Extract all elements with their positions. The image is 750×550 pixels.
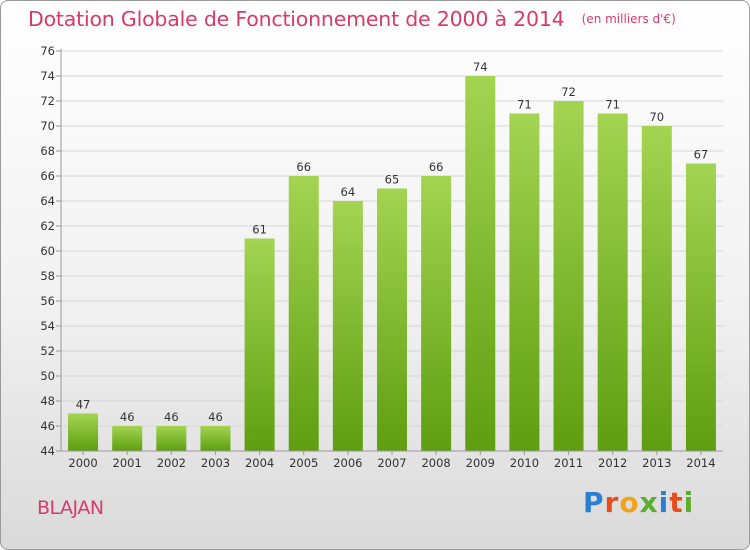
bar-value-label: 67 xyxy=(694,148,709,162)
bar-2013 xyxy=(641,126,672,451)
x-tick-label: 2013 xyxy=(642,456,671,470)
bars-layer xyxy=(68,76,716,451)
x-tick-label: 2012 xyxy=(598,456,627,470)
title-row: Dotation Globale de Fonctionnement de 20… xyxy=(28,7,676,31)
y-tick-label: 44 xyxy=(40,444,55,458)
unit-label: (en milliers d'€) xyxy=(581,12,676,26)
logo-letter: o xyxy=(619,486,640,519)
x-tick-label: 2000 xyxy=(68,456,97,470)
x-tick-label: 2004 xyxy=(245,456,274,470)
bar-2003 xyxy=(200,426,231,451)
bar-value-label: 47 xyxy=(76,398,91,412)
bar-value-label: 46 xyxy=(120,410,135,424)
y-tick-label: 46 xyxy=(40,419,55,433)
bar-2007 xyxy=(376,188,408,451)
y-tick-label: 58 xyxy=(40,269,55,283)
bar-2006 xyxy=(332,201,363,451)
y-tick-label: 74 xyxy=(40,69,55,83)
x-tick-label: 2007 xyxy=(377,456,406,470)
y-tick-label: 76 xyxy=(40,44,55,58)
bar-value-label: 66 xyxy=(296,160,311,174)
bar-2004 xyxy=(244,238,275,451)
bar-2000 xyxy=(68,413,99,451)
bar-2001 xyxy=(112,426,143,451)
bar-value-label: 74 xyxy=(473,60,488,74)
bar-2008 xyxy=(421,176,452,451)
y-tick-label: 62 xyxy=(40,219,55,233)
y-tick-label: 72 xyxy=(40,94,55,108)
bar-2010 xyxy=(509,113,540,451)
bar-value-label: 70 xyxy=(649,110,664,124)
bar-2005 xyxy=(288,176,319,451)
bar-value-label: 66 xyxy=(429,160,444,174)
logo-letter: i xyxy=(658,486,670,519)
x-tick-label: 2002 xyxy=(157,456,186,470)
y-tick-label: 60 xyxy=(40,244,55,258)
x-tick-label: 2009 xyxy=(466,456,495,470)
y-tick-label: 52 xyxy=(40,344,55,358)
bar-value-label: 65 xyxy=(385,173,400,187)
x-tick-label: 2011 xyxy=(554,456,583,470)
bar-value-label: 46 xyxy=(208,410,223,424)
bar-value-label: 46 xyxy=(164,410,179,424)
bar-value-label: 64 xyxy=(341,185,356,199)
x-tick-label: 2001 xyxy=(113,456,142,470)
commune-name: BLAJAN xyxy=(37,497,104,519)
axis-layer: 44 46 48 50 52 54 56 58 60 62 64 66 68 70 72 74 76 2000 20… xyxy=(40,44,723,470)
bar-value-label: 61 xyxy=(252,223,267,237)
y-tick-label: 48 xyxy=(40,394,55,408)
bar-value-label: 71 xyxy=(605,98,620,112)
bar-2002 xyxy=(156,426,187,451)
bar-value-label: 72 xyxy=(561,85,576,99)
y-tick-label: 50 xyxy=(40,369,55,383)
y-tick-label: 70 xyxy=(40,119,55,133)
logo-letter: r xyxy=(604,486,620,519)
x-tick-label: 2005 xyxy=(289,456,318,470)
bar-value-label: 71 xyxy=(517,98,532,112)
bar-2009 xyxy=(465,76,496,451)
x-tick-label: 2008 xyxy=(421,456,450,470)
x-tick-label: 2010 xyxy=(510,456,539,470)
labels-layer: 47 46 46 46 61 66 64 65 66 74 71 72 71 70 67 xyxy=(76,60,709,424)
logo-letter: x xyxy=(639,486,659,519)
logo-letter: i xyxy=(683,486,695,519)
x-tick-label: 2014 xyxy=(686,456,715,470)
y-tick-label: 64 xyxy=(40,194,55,208)
proxiti-logo[interactable]: Proxiti xyxy=(583,486,694,519)
y-tick-label: 54 xyxy=(40,319,55,333)
x-tick-label: 2006 xyxy=(333,456,362,470)
y-tick-label: 66 xyxy=(40,169,55,183)
y-tick-label: 56 xyxy=(40,294,55,308)
bar-2012 xyxy=(597,113,628,451)
x-tick-label: 2003 xyxy=(201,456,230,470)
bar-2011 xyxy=(553,101,584,451)
y-tick-label: 68 xyxy=(40,144,55,158)
chart-title: Dotation Globale de Fonctionnement de 20… xyxy=(28,7,565,31)
bar-2014 xyxy=(685,163,716,451)
logo-letter: t xyxy=(669,486,684,519)
logo-letter: P xyxy=(583,486,605,519)
